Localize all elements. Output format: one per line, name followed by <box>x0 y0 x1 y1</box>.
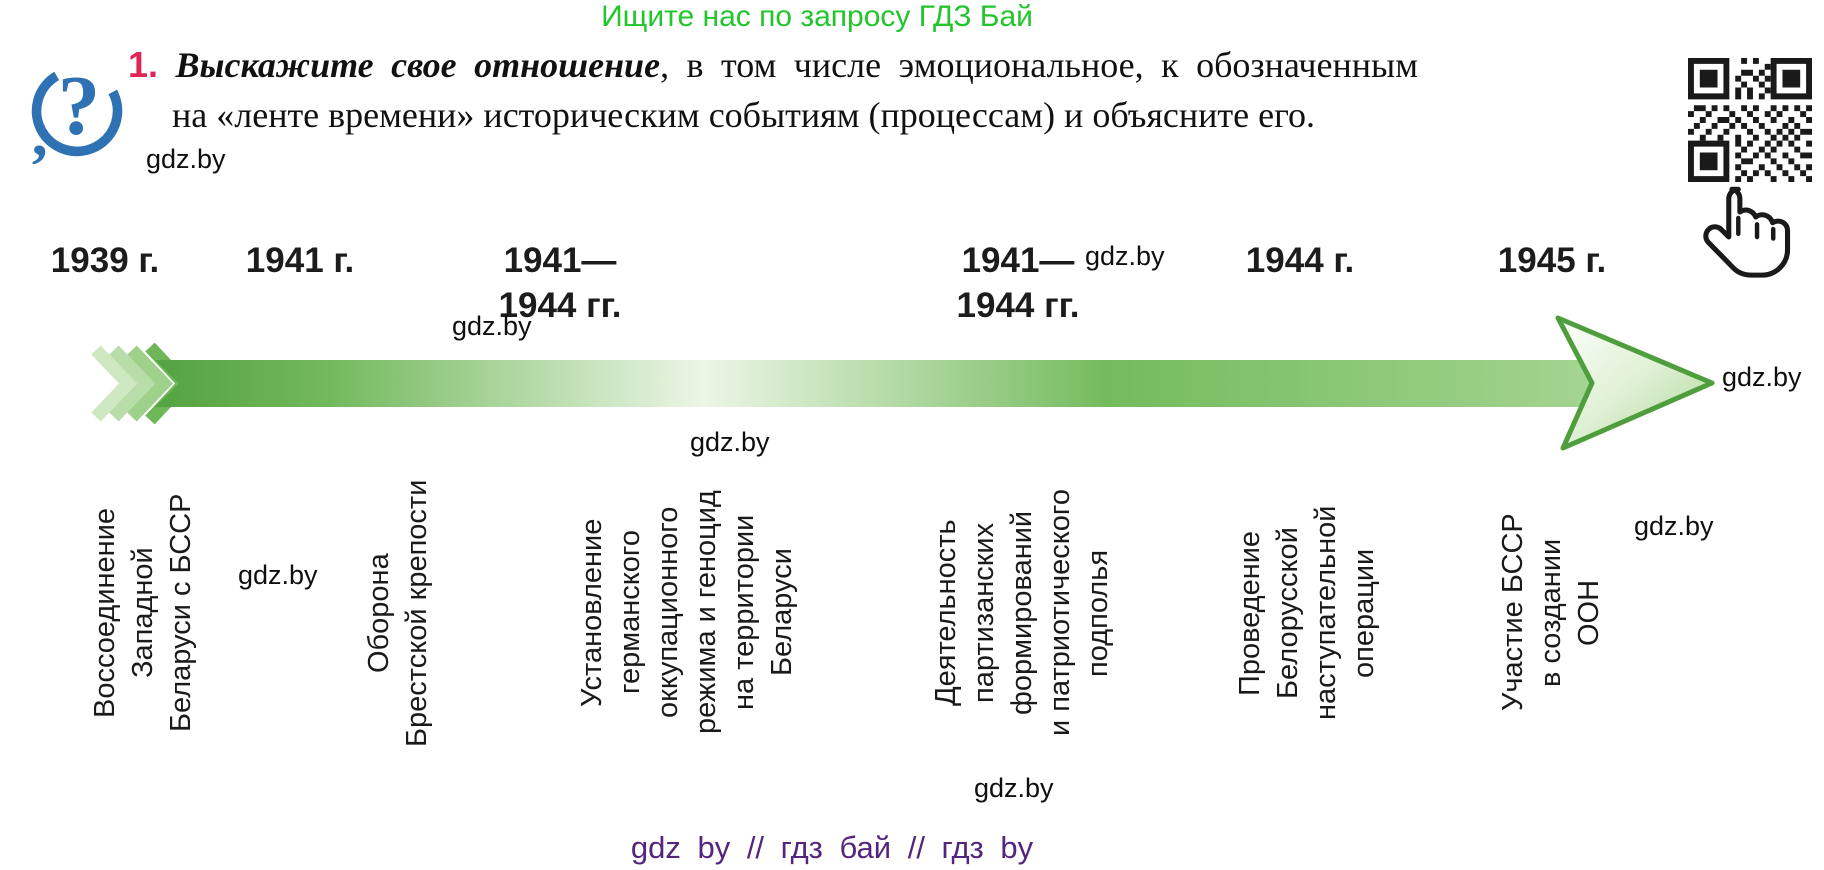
task-number: 1. <box>128 44 159 85</box>
qr-code <box>1688 58 1812 182</box>
svg-text:,: , <box>32 98 48 164</box>
event-label-reunification: Воссоединение Западной Беларуси с БССР <box>89 493 197 733</box>
watermark: gdz.by <box>1722 362 1802 392</box>
question-mark-icon: ? , <box>31 59 123 164</box>
watermark: gdz.by <box>1085 241 1165 271</box>
timeline-arrow <box>91 315 1715 451</box>
event-label-occupation-genocide: Установление германского оккупационного … <box>576 490 798 735</box>
year-label-1941-1944-a: 1941— 1944 гг. <box>498 241 622 325</box>
task-text: 1. Выскажите свое отношение, в том числе… <box>128 40 1418 140</box>
task-lead: Выскажите свое отношение <box>175 45 661 85</box>
event-label-partisans: Деятельность партизанских формирований и… <box>930 489 1114 737</box>
task-line-1: 1. Выскажите свое отношение, в том числе… <box>128 40 1418 90</box>
watermark: gdz.by <box>690 427 770 457</box>
footer-credits: gdz by // гдз бай // гдз by <box>630 830 1034 865</box>
watermark: gdz.by <box>238 560 318 590</box>
watermark: gdz.by <box>1634 511 1714 541</box>
event-label-un-founding: Участие БССР в создании ООН <box>1497 513 1605 712</box>
task-line1-rest: , в том числе эмоциональное, к обозначен… <box>660 45 1418 85</box>
year-label-1939: 1939 г. <box>50 241 160 280</box>
hand-cursor-icon <box>1703 186 1791 278</box>
watermark: gdz.by <box>974 773 1054 803</box>
event-label-belorussian-operation: Проведение Белорусской наступательной оп… <box>1234 505 1380 721</box>
year-label-1944: 1944 г. <box>1245 241 1355 280</box>
year-label-1941: 1941 г. <box>245 241 355 280</box>
svg-text:?: ? <box>58 59 100 153</box>
watermark: gdz.by <box>452 311 532 341</box>
event-label-brest-fortress: Оборона Брестской крепости <box>363 479 433 747</box>
promo-banner: Ищите нас по запросу ГДЗ Бай <box>601 0 1033 33</box>
year-label-1945: 1945 г. <box>1497 241 1607 280</box>
task-line-2: на «ленте времени» историческим событиям… <box>172 95 1315 135</box>
year-label-1941-1944-b: 1941— 1944 гг. <box>956 241 1080 325</box>
watermark: gdz.by <box>146 144 226 174</box>
